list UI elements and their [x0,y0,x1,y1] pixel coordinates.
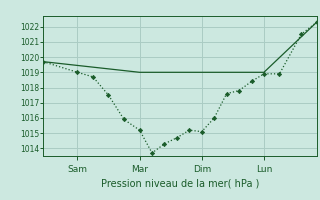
X-axis label: Pression niveau de la mer( hPa ): Pression niveau de la mer( hPa ) [101,178,259,188]
